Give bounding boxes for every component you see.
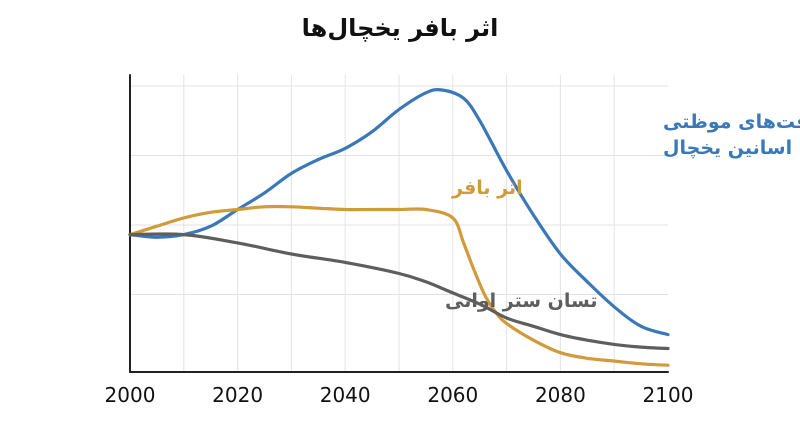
series-label-gray: تسان ستر اوانی [445,290,598,312]
series-label-glacier: اسانین یخچال [663,137,792,159]
series-line-gray [128,232,670,351]
series-label-buffer: اثر بافر [451,177,523,199]
chart-title: اثر بافر یخچال‌ها [302,14,499,42]
x-tick-label: 2000 [105,383,156,407]
x-tick-label: 2060 [427,383,478,407]
axes [129,74,669,373]
series-line-buffer [128,204,670,367]
x-tick-label: 2020 [212,383,263,407]
x-tick-label: 2100 [643,383,694,407]
series-label-glacier: موقت‌های موظتی [663,111,800,133]
x-axis-ticks: 2000 2020 2040 2060 2080 2100 [105,383,694,407]
grid [130,75,668,372]
series-line-glacier [128,87,670,337]
series-lines [128,87,670,367]
x-tick-label: 2040 [320,383,371,407]
x-tick-label: 2080 [535,383,586,407]
series-labels: موقت‌های موظتی اسانین یخچال اثر بافر تسان س… [445,111,800,312]
